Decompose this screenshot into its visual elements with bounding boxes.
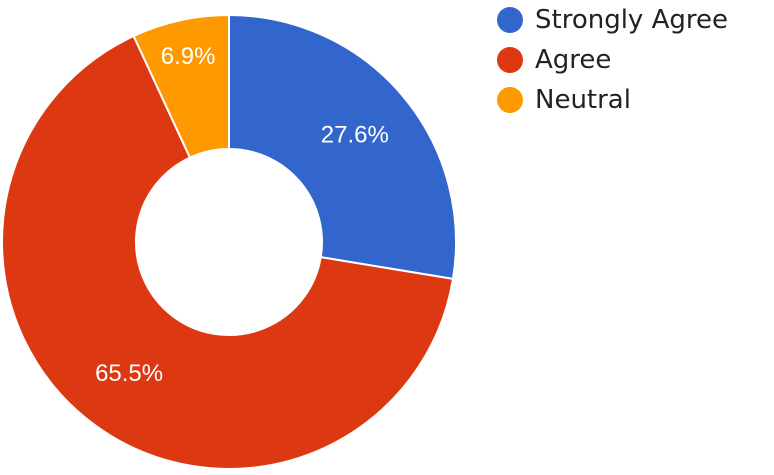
legend-label: Neutral xyxy=(535,85,631,115)
slice-agree[interactable] xyxy=(1,34,455,470)
legend-swatch xyxy=(497,47,523,73)
legend-label: Strongly Agree xyxy=(535,5,728,35)
chart-legend: Strongly Agree Agree Neutral xyxy=(497,0,728,120)
slice-label-neutral: 6.9% xyxy=(161,43,216,70)
legend-item-neutral[interactable]: Neutral xyxy=(497,80,728,120)
slice-label-strongly-agree: 27.6% xyxy=(321,122,389,149)
slice-strongly-agree[interactable] xyxy=(228,13,457,281)
legend-item-agree[interactable]: Agree xyxy=(497,40,728,80)
legend-swatch xyxy=(497,7,523,33)
legend-label: Agree xyxy=(535,45,612,75)
slice-label-agree: 65.5% xyxy=(95,360,163,387)
legend-item-strongly-agree[interactable]: Strongly Agree xyxy=(497,0,728,40)
legend-swatch xyxy=(497,87,523,113)
slice-neutral[interactable] xyxy=(132,13,230,159)
